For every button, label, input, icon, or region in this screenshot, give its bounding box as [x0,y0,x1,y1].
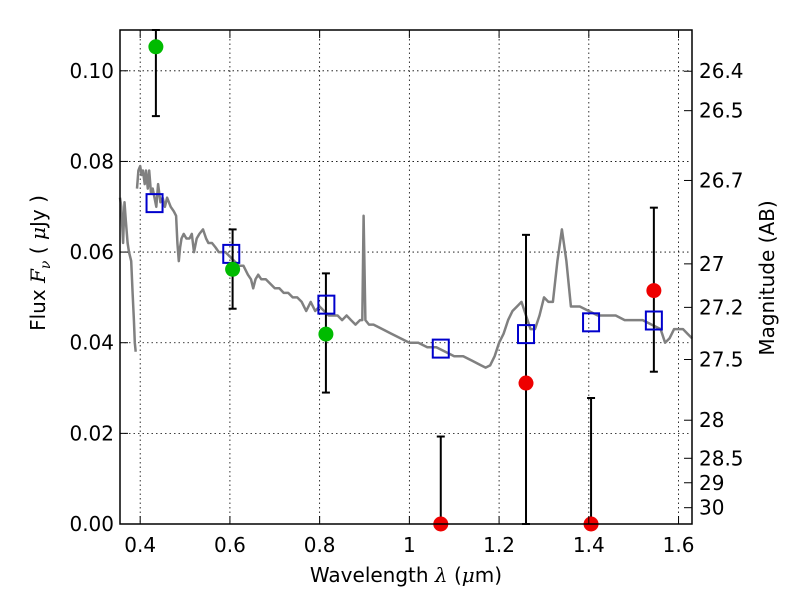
model-photometry-marker [317,294,336,315]
y2-tick-label: 30 [699,496,724,520]
x-tick-label: 0.8 [304,533,336,557]
model-photometry-marker [644,310,663,331]
plot-frame [119,29,693,525]
y-tick-label: 0.06 [69,240,114,264]
detection-marker [318,326,334,342]
y2-tick-label: 28.5 [699,446,744,470]
y-axis-title: Flux Fν ( μJy ) [26,195,54,331]
y2-tick-label: 26.4 [699,59,744,83]
detection-marker [225,261,241,277]
y-tick-label: 0.10 [69,59,114,83]
y2-tick-label: 27.5 [699,347,744,371]
y2-tick-label: 29 [699,471,724,495]
error-bars [151,29,658,525]
data-markers [145,39,663,532]
tick-marks [120,30,692,525]
x-tick-label: 1.2 [483,533,515,557]
x-tick-label: 0.4 [124,533,156,557]
non-detection-marker [646,283,662,299]
y2-tick-label: 28 [699,408,724,432]
y2-tick-label: 26.5 [699,99,744,123]
y-tick-label: 0.04 [69,331,114,355]
sed-template-line [118,164,693,369]
y2-tick-label: 27 [699,252,724,276]
model-photometry-marker [431,338,450,359]
detection-marker [148,39,164,55]
sed-segment [135,164,693,369]
grid-lines [120,30,692,525]
y2-tick-label: 26.7 [699,168,744,192]
y-tick-label: 0.02 [69,421,114,445]
y-tick-labels: 0.00 0.02 0.04 0.06 0.08 0.10 [69,59,114,536]
x-tick-label: 1 [403,533,416,557]
model-photometry-marker [517,324,536,345]
y2-axis-title: Magnitude (AB) [755,200,779,355]
x-tick-labels: 0.4 0.6 0.8 1 1.2 1.4 1.6 [124,533,694,557]
y-tick-label: 0.00 [69,512,114,536]
model-photometry-marker [145,193,164,214]
non-detection-marker [518,375,534,391]
y2-tick-label: 27.2 [699,295,744,319]
x-tick-label: 1.6 [663,533,695,557]
y-tick-label: 0.08 [69,149,114,173]
x-tick-label: 1.4 [573,533,605,557]
x-tick-label: 0.6 [214,533,246,557]
model-photometry-marker [582,312,601,333]
x-axis-title: Wavelength λ (μm) [310,563,502,587]
sed-segment [118,197,137,352]
